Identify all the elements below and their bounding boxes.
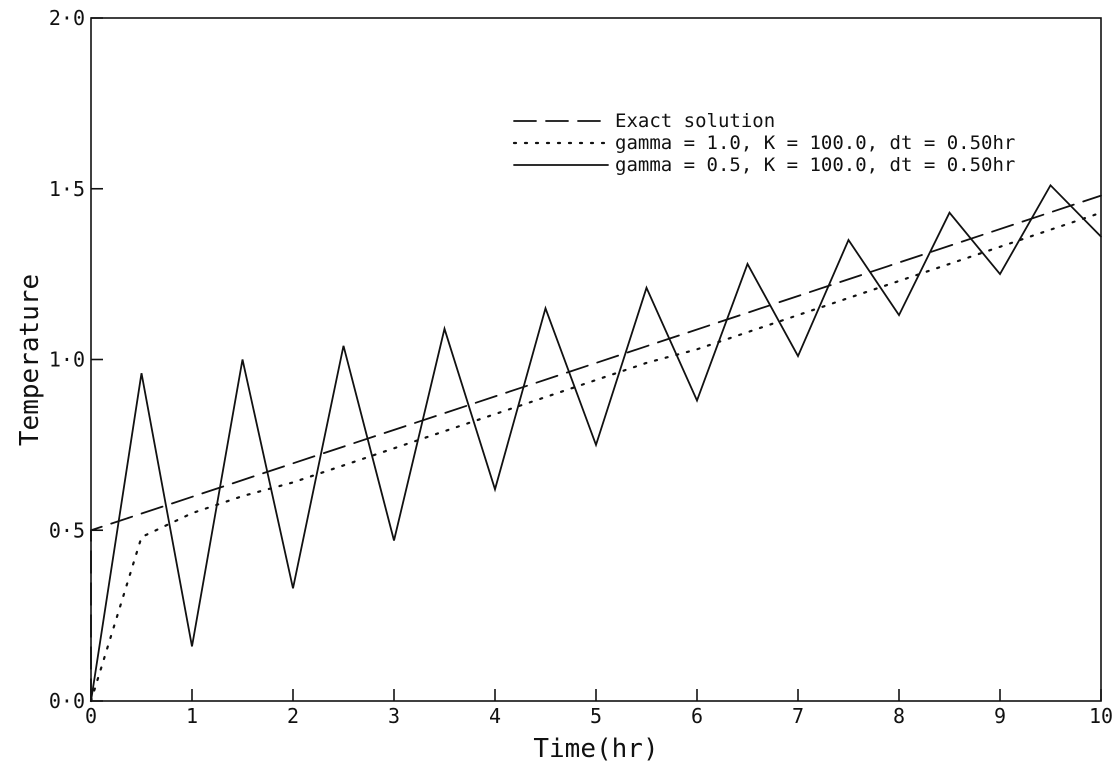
legend-label-1: Exact solution bbox=[615, 110, 775, 132]
series-line-1 bbox=[90, 194, 1102, 702]
legend-label-3: gamma = 0.5, K = 100.0, dt = 0.50hr bbox=[615, 154, 1015, 176]
series-line-3 bbox=[90, 183, 1102, 702]
x-tick-label: 0 bbox=[85, 704, 97, 728]
y-tick-label: 2·0 bbox=[49, 6, 85, 30]
x-tick-label: 4 bbox=[489, 704, 501, 728]
y-axis-ticks: 0·0 0·5 1·0 1·5 2·0 bbox=[49, 6, 103, 713]
y-tick-label: 1·5 bbox=[49, 177, 85, 201]
y-tick-label: 1·0 bbox=[49, 348, 85, 372]
x-axis-ticks: 0 1 2 3 4 5 6 7 8 9 10 bbox=[85, 689, 1113, 728]
series-layer bbox=[89, 183, 1103, 703]
x-tick-label: 6 bbox=[691, 704, 703, 728]
x-tick-label: 2 bbox=[287, 704, 299, 728]
y-axis-title: Temperature bbox=[15, 274, 45, 446]
x-tick-label: 7 bbox=[792, 704, 804, 728]
x-tick-label: 8 bbox=[893, 704, 905, 728]
x-tick-label: 10 bbox=[1089, 704, 1113, 728]
x-axis-title: Time(hr) bbox=[533, 734, 658, 764]
y-tick-label: 0·5 bbox=[49, 518, 85, 542]
y-tick-label: 0·0 bbox=[49, 689, 85, 713]
x-tick-label: 3 bbox=[388, 704, 400, 728]
x-tick-label: 9 bbox=[994, 704, 1006, 728]
x-tick-label: 1 bbox=[186, 704, 198, 728]
x-tick-label: 5 bbox=[590, 704, 602, 728]
series-line-2 bbox=[89, 211, 1103, 703]
legend-label-2: gamma = 1.0, K = 100.0, dt = 0.50hr bbox=[615, 132, 1015, 154]
